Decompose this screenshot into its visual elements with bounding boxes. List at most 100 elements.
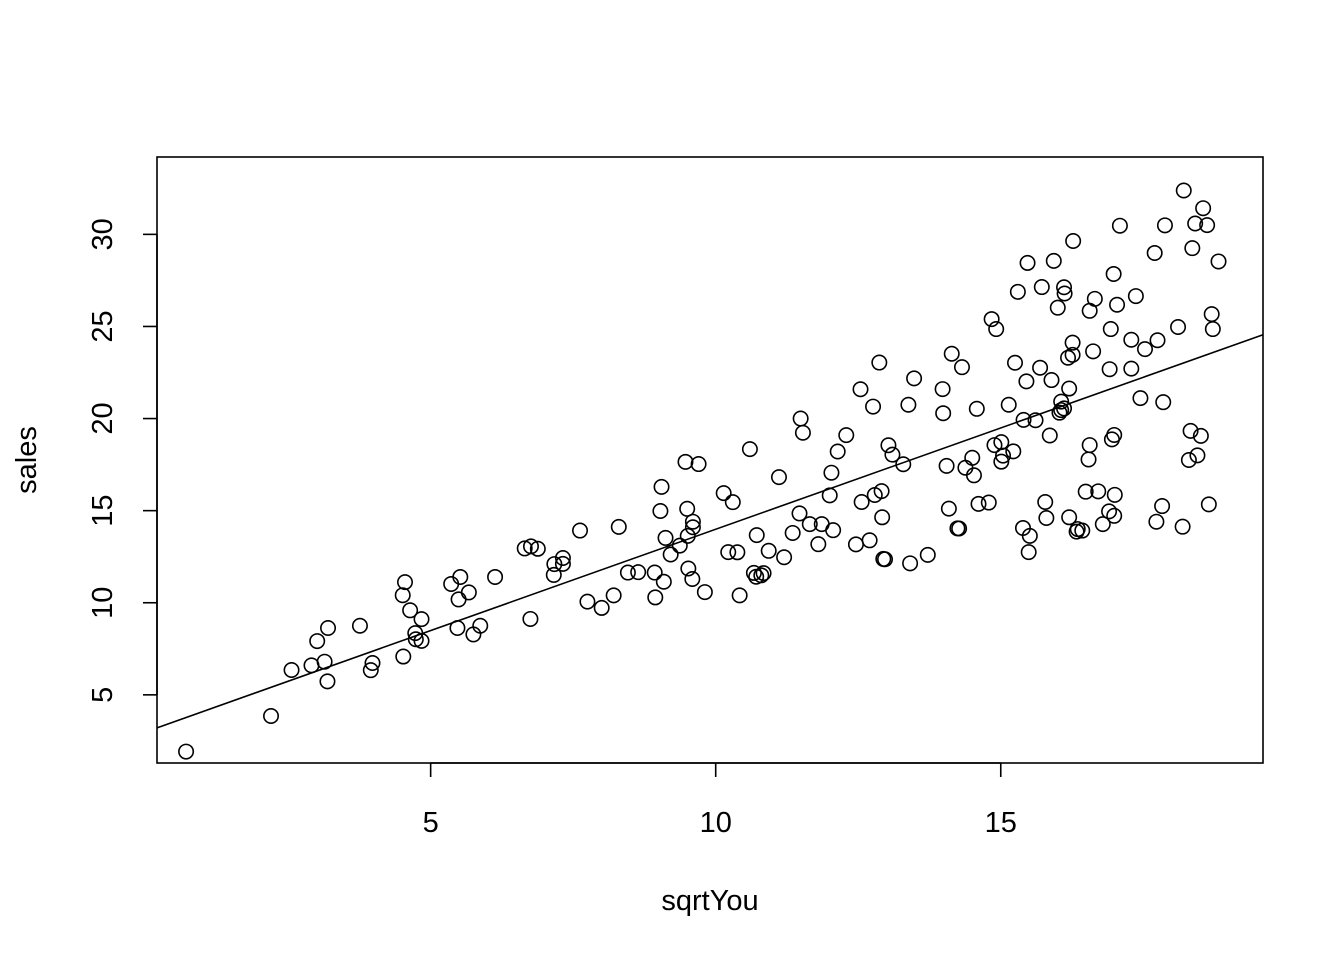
data-point — [953, 359, 970, 376]
x-axis-label: sqrtYou — [661, 885, 758, 917]
data-point — [1000, 396, 1017, 413]
data-point — [1106, 507, 1123, 524]
data-point — [472, 617, 489, 634]
data-point — [1132, 390, 1149, 407]
data-point — [413, 632, 430, 649]
data-point — [1080, 451, 1097, 468]
data-point — [283, 661, 300, 678]
data-point — [319, 673, 336, 690]
data-point — [690, 456, 707, 473]
data-point — [263, 708, 280, 725]
data-point — [449, 619, 466, 636]
data-point — [646, 564, 663, 581]
data-point — [1085, 343, 1102, 360]
data-point — [1061, 380, 1078, 397]
data-point — [1184, 240, 1201, 257]
data-point — [715, 485, 732, 502]
data-point — [943, 345, 960, 362]
x-tick-label: 5 — [423, 807, 439, 839]
data-point — [1200, 496, 1217, 513]
data-point — [1037, 493, 1054, 510]
data-point — [1180, 451, 1197, 468]
data-point — [1064, 334, 1081, 351]
data-point — [810, 536, 827, 553]
data-point — [748, 527, 765, 544]
data-point — [1045, 252, 1062, 269]
data-point — [791, 505, 808, 522]
data-point — [1090, 483, 1107, 500]
data-point — [320, 619, 337, 636]
data-point — [1007, 354, 1024, 371]
data-point — [652, 503, 669, 520]
data-point — [993, 453, 1010, 470]
data-point — [741, 441, 758, 458]
data-point — [671, 537, 688, 554]
data-point — [1174, 518, 1191, 535]
data-point — [309, 633, 326, 650]
data-point — [529, 540, 546, 557]
data-point — [1015, 411, 1032, 428]
y-axis-label: sales — [11, 426, 43, 494]
data-point — [968, 400, 985, 417]
data-point — [443, 575, 460, 592]
data-point — [545, 566, 562, 583]
data-point — [1061, 509, 1078, 526]
data-point — [653, 478, 670, 495]
data-point — [871, 354, 888, 371]
data-point — [970, 495, 987, 512]
data-point — [801, 516, 818, 533]
data-point — [351, 617, 368, 634]
data-point — [1056, 400, 1073, 417]
data-point — [874, 509, 891, 526]
data-point — [696, 584, 713, 601]
data-point — [554, 555, 571, 572]
data-point — [720, 544, 737, 561]
data-point — [1210, 253, 1227, 270]
data-point — [1018, 373, 1035, 390]
data-point — [1033, 279, 1050, 296]
data-point — [1027, 412, 1044, 429]
data-point — [1136, 341, 1153, 358]
data-point — [1146, 244, 1163, 261]
data-point — [619, 564, 636, 581]
data-point — [554, 549, 571, 566]
data-point — [1199, 217, 1216, 234]
data-point — [1105, 265, 1122, 282]
data-point — [957, 459, 974, 476]
data-point — [784, 524, 801, 541]
data-point — [900, 396, 917, 413]
data-point — [516, 540, 533, 557]
data-point — [940, 500, 957, 517]
data-point — [838, 427, 855, 444]
x-axis: 5 10 15 — [423, 762, 1017, 839]
data-point — [1149, 332, 1166, 349]
data-point — [884, 446, 901, 463]
data-point — [1081, 437, 1098, 454]
y-tick-label: 25 — [87, 310, 119, 342]
data-point — [938, 457, 955, 474]
data-point — [995, 447, 1012, 464]
data-point — [1182, 422, 1199, 439]
data-point — [753, 567, 770, 584]
regression-line — [156, 333, 1264, 729]
data-point — [1101, 361, 1118, 378]
data-point — [1009, 283, 1026, 300]
data-point — [1064, 346, 1081, 363]
y-tick-label: 20 — [87, 402, 119, 434]
data-point — [522, 610, 539, 627]
data-point — [452, 568, 469, 585]
data-point — [593, 599, 610, 616]
data-point — [951, 520, 968, 537]
y-axis: 5 10 15 20 25 30 — [87, 218, 158, 703]
data-point — [364, 654, 381, 671]
data-point — [895, 456, 912, 473]
data-point — [964, 449, 981, 466]
data-point — [853, 493, 870, 510]
data-point — [647, 589, 664, 606]
data-point — [935, 405, 952, 422]
x-tick-label: 15 — [985, 807, 1017, 839]
data-point — [1049, 299, 1066, 316]
data-point — [655, 573, 672, 590]
data-point — [402, 602, 419, 619]
data-point — [852, 381, 869, 398]
